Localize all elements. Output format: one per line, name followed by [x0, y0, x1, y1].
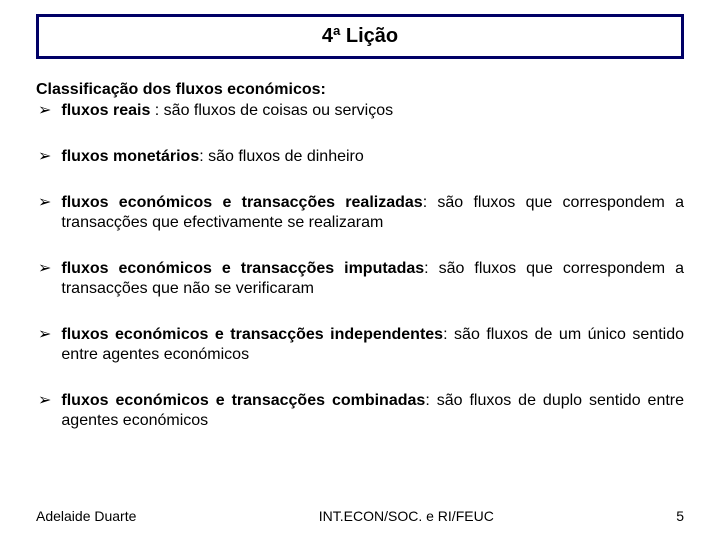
bullet-bold: fluxos económicos e transacções combinad… — [61, 392, 425, 409]
title-box: 4ª Lição — [36, 14, 684, 59]
bullet-icon: ➢ — [38, 391, 51, 411]
bullet-item: ➢ fluxos reais : são fluxos de coisas ou… — [36, 101, 684, 121]
bullet-icon: ➢ — [38, 325, 51, 345]
bullet-icon: ➢ — [38, 101, 51, 121]
bullet-text: fluxos económicos e transacções combinad… — [61, 391, 684, 431]
bullet-bold: fluxos económicos e transacções realizad… — [61, 194, 422, 211]
bullet-bold: fluxos económicos e transacções independ… — [61, 326, 443, 343]
bullet-bold: fluxos económicos e transacções imputada… — [61, 260, 424, 277]
section-heading: Classificação dos fluxos económicos: — [36, 81, 684, 99]
bullet-item: ➢ fluxos económicos e transacções combin… — [36, 391, 684, 431]
bullet-rest: : são fluxos de dinheiro — [199, 148, 364, 165]
bullet-item: ➢ fluxos económicos e transacções indepe… — [36, 325, 684, 365]
bullet-icon: ➢ — [38, 259, 51, 279]
bullet-rest: : são fluxos de coisas ou serviços — [150, 102, 393, 119]
footer: Adelaide Duarte INT.ECON/SOC. e RI/FEUC … — [36, 508, 684, 524]
bullet-icon: ➢ — [38, 193, 51, 213]
bullet-text: fluxos económicos e transacções imputada… — [61, 259, 684, 299]
bullet-item: ➢ fluxos económicos e transacções realiz… — [36, 193, 684, 233]
slide-title: 4ª Lição — [322, 25, 398, 47]
footer-page-number: 5 — [676, 508, 684, 524]
bullet-item: ➢ fluxos económicos e transacções imputa… — [36, 259, 684, 299]
bullet-text: fluxos económicos e transacções realizad… — [61, 193, 684, 233]
footer-course: INT.ECON/SOC. e RI/FEUC — [319, 508, 494, 524]
bullet-bold: fluxos reais — [61, 102, 150, 119]
bullet-text: fluxos reais : são fluxos de coisas ou s… — [61, 101, 684, 121]
bullet-text: fluxos monetários: são fluxos de dinheir… — [61, 147, 684, 167]
bullet-item: ➢ fluxos monetários: são fluxos de dinhe… — [36, 147, 684, 167]
bullet-icon: ➢ — [38, 147, 51, 167]
bullet-text: fluxos económicos e transacções independ… — [61, 325, 684, 365]
bullet-bold: fluxos monetários — [61, 148, 199, 165]
footer-author: Adelaide Duarte — [36, 508, 136, 524]
